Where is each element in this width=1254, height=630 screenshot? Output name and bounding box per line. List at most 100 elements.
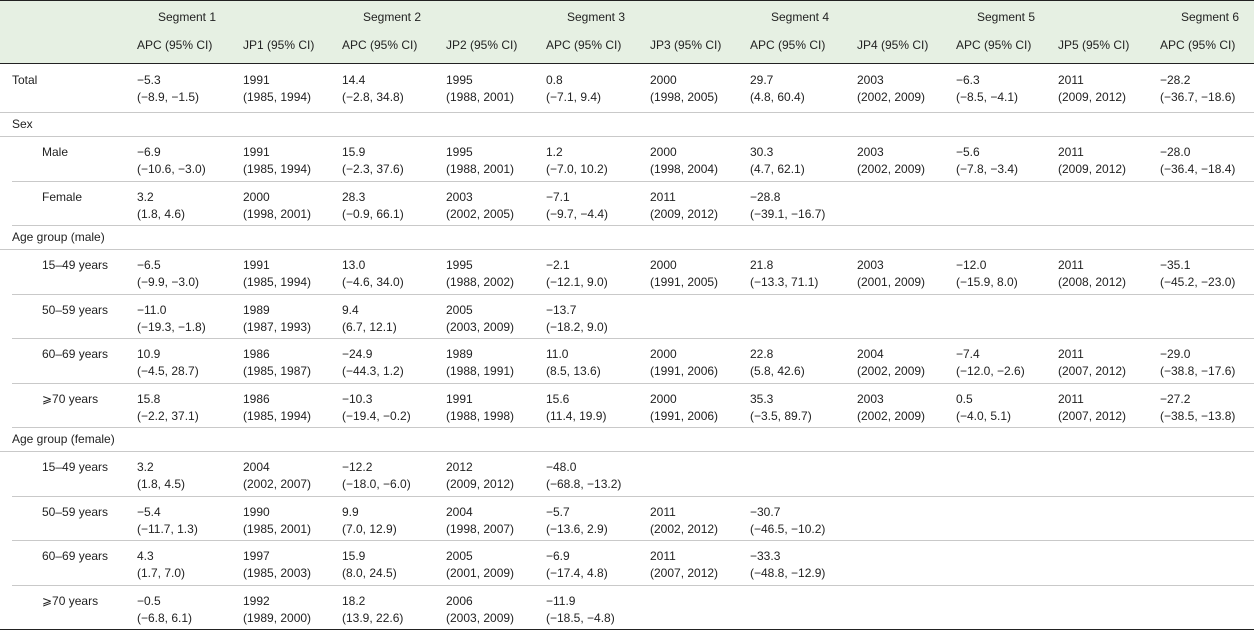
cell-interval: (−36.4, −18.4) [1160,162,1236,176]
cell-value: −7.1 [546,189,570,204]
row-label: 60–69 years [42,347,109,361]
row-rule [12,495,1254,497]
cell-interval: (−44.3, 1.2) [342,364,404,378]
cell-interval: (−9.7, −4.4) [546,206,609,221]
cell-interval: (−4.6, 34.0) [342,275,404,289]
cell-value: 1991 [446,391,473,406]
cell-value: −12.0 [956,258,987,272]
cell-interval: (2009, 2012) [446,477,515,491]
section-title: Sex [12,117,33,131]
cell-value: 2003 [446,189,473,204]
cell-value: 4.3 [137,549,154,563]
cell-interval: (8.5, 13.6) [546,364,601,378]
cell-value: 9.4 [342,302,359,317]
cell-interval: (2002, 2009) [857,90,926,104]
cell-value: 13.0 [342,258,366,272]
column-header: APC (95% CI) [1160,38,1236,52]
cell-value: 2011 [1058,391,1084,406]
row-label: Male [42,145,69,159]
cell-interval: (−7.0, 10.2) [546,162,608,176]
cell-interval: (−15.9, 8.0) [956,275,1018,289]
cell-interval: (2002, 2007) [243,477,312,491]
cell-value: 11.0 [546,347,569,361]
cell-value: 21.8 [750,258,774,272]
cell-interval: (1988, 2002) [446,275,515,289]
cell-value: 15.9 [342,145,366,159]
cell-interval: (1987, 1993) [243,319,312,334]
cell-value: −6.3 [956,73,980,87]
cell-value: 2004 [857,347,884,361]
cell-value: 2000 [650,145,677,159]
row-label: ⩾70 years [42,593,99,608]
cell-interval: (1988, 2001) [446,162,515,176]
cell-value: −7.4 [956,347,980,361]
cell-value: 1991 [243,73,270,87]
cell-value: 2000 [243,189,270,204]
cell-interval: (1985, 2001) [243,521,312,536]
cell-value: 2000 [650,73,677,87]
cell-interval: (−7.1, 9.4) [546,90,602,104]
cell-interval: (6.7, 12.1) [342,319,397,334]
cell-interval: (−11.7, 1.3) [137,521,198,536]
cell-interval: (1.8, 4.5) [137,477,186,491]
cell-value: 15.9 [342,549,366,563]
cell-interval: (1.8, 4.6) [137,206,186,221]
cell-interval: (2003, 2009) [446,610,515,625]
cell-value: 1986 [243,391,270,406]
cell-interval: (−13.3, 71.1) [750,275,819,289]
cell-value: 1990 [243,504,270,519]
segment-header: Segment 5 [976,10,1036,24]
column-header: JP5 (95% CI) [1058,38,1130,52]
cell-interval: (2001, 2009) [857,275,926,289]
cell-value: −11.0 [137,302,167,317]
row-rule [12,225,1254,226]
cell-value: 0.5 [956,391,973,406]
cell-interval: (4.8, 60.4) [750,90,805,104]
cell-interval: (−7.8, −3.4) [956,162,1019,176]
cell-value: −29.0 [1160,347,1191,361]
header-background [0,0,1254,64]
cell-interval: (−8.9, −1.5) [137,90,200,104]
cell-value: −12.2 [342,460,373,474]
cell-value: 2011 [1058,347,1084,361]
cell-interval: (−0.9, 66.1) [342,206,404,221]
cell-value: 1991 [243,258,270,272]
row-rule [12,338,1254,339]
cell-interval: (1989, 2000) [243,610,312,625]
cell-value: 2011 [1058,258,1084,272]
cell-value: −5.6 [956,145,980,159]
segment-header: Segment 2 [362,10,422,24]
cell-interval: (−38.5, −13.8) [1160,408,1236,423]
cell-value: −27.2 [1160,391,1191,406]
cell-interval: (−12.1, 9.0) [546,275,608,289]
cell-interval: (1985, 1994) [243,408,312,423]
cell-interval: (−8.5, −4.1) [956,90,1019,104]
cell-value: −13.7 [546,302,577,317]
row-label: Female [42,189,83,204]
segment-header: Segment 3 [566,10,626,24]
row-rule [12,540,1254,541]
cell-interval: (−39.1, −16.7) [750,206,826,221]
cell-value: 2005 [446,549,473,563]
cell-interval: (2008, 2012) [1058,275,1127,289]
cell-value: −6.9 [546,549,570,563]
cell-interval: (1988, 2001) [446,90,515,104]
cell-interval: (−2.3, 37.6) [342,162,404,176]
cell-value: 2003 [857,145,884,159]
cell-value: 10.9 [137,347,161,361]
row-label: 50–59 years [42,302,109,317]
cell-value: −6.5 [137,258,161,272]
cell-value: 1995 [446,258,473,272]
cell-value: 0.8 [546,73,563,87]
cell-interval: (−18.5, −4.8) [546,610,615,625]
section-title: Age group (female) [12,432,115,446]
cell-interval: (−38.8, −17.6) [1160,364,1236,378]
cell-interval: (1991, 2006) [650,408,719,423]
cell-interval: (−2.8, 34.8) [342,90,404,104]
segment-header: Segment 6 [1180,10,1240,24]
cell-interval: (2002, 2009) [857,364,926,378]
cell-value: −6.9 [137,145,161,159]
cell-value: 1986 [243,347,270,361]
cell-interval: (1985, 1994) [243,162,312,176]
cell-interval: (−10.6, −3.0) [137,162,206,176]
